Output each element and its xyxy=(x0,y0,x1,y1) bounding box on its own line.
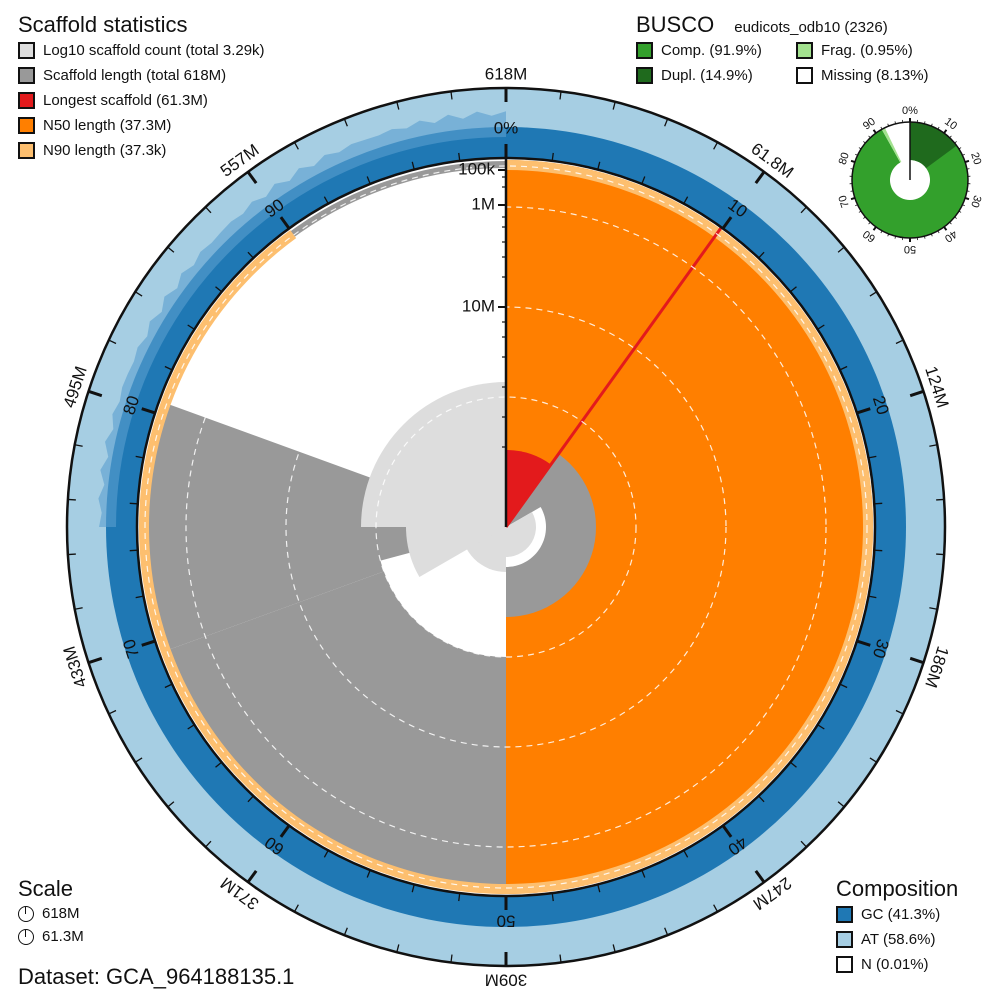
legend-item-fragmented: Frag. (0.95%) xyxy=(796,38,946,63)
swatch-icon xyxy=(18,67,35,84)
legend-item-missing: Missing (8.13%) xyxy=(796,63,946,88)
legend-item-longest-scaffold: Longest scaffold (61.3M) xyxy=(18,88,265,113)
dataset-label: Dataset: GCA_964188135.1 xyxy=(18,964,295,989)
composition-legend: Composition GC (41.3%) AT (58.6%) N (0.0… xyxy=(836,876,958,977)
scale-item-full: 618M xyxy=(18,902,84,925)
clock-icon xyxy=(18,905,34,922)
legend-label: N50 length (37.3M) xyxy=(43,116,172,134)
busco-ring-label: 10 xyxy=(942,116,959,133)
scale-title: Scale xyxy=(18,876,74,901)
scaffold-stats-legend: Scaffold statistics Log10 scaffold count… xyxy=(18,12,265,163)
busco-ring-label: 90 xyxy=(861,116,878,133)
scale-item-longest: 61.3M xyxy=(18,925,84,948)
radial-axis-label: 10M xyxy=(462,296,495,315)
percent-axis-label: 30 xyxy=(869,637,893,661)
radial-axis-label: 100k xyxy=(458,159,495,178)
swatch-icon xyxy=(796,67,813,84)
legend-item-n90: N90 length (37.3k) xyxy=(18,138,265,163)
legend-item-log10-count: Log10 scaffold count (total 3.29k) xyxy=(18,38,265,63)
busco-legend: BUSCO eudicots_odb10 (2326) Comp. (91.9%… xyxy=(636,12,946,88)
percent-axis-label: 50 xyxy=(497,912,516,931)
busco-ring-label: 70 xyxy=(837,194,852,209)
swatch-icon xyxy=(836,931,853,948)
legend-item-complete: Comp. (91.9%) xyxy=(636,38,796,63)
legend-label: GC (41.3%) xyxy=(861,905,941,923)
clock-icon xyxy=(18,928,34,945)
percent-axis-label: 20 xyxy=(869,393,893,417)
busco-ring-label: 0% xyxy=(902,105,918,117)
scale-legend: Scale 618M 61.3M xyxy=(18,876,84,948)
legend-item-n: N (0.01%) xyxy=(836,952,958,977)
swatch-icon xyxy=(18,117,35,134)
swatch-icon xyxy=(18,142,35,159)
swatch-icon xyxy=(636,67,653,84)
busco-ring-label: 50 xyxy=(904,243,916,255)
busco-ring-label: 60 xyxy=(861,227,878,244)
scale-label: 61.3M xyxy=(42,928,84,945)
legend-item-n50: N50 length (37.3M) xyxy=(18,113,265,138)
busco-ring-label: 20 xyxy=(968,151,983,166)
outer-axis-label: 618M xyxy=(485,64,528,83)
legend-item-gc: GC (41.3%) xyxy=(836,902,958,927)
legend-label: N (0.01%) xyxy=(861,955,929,973)
outer-axis-label: 309M xyxy=(485,971,528,990)
busco-ring-label: 80 xyxy=(837,151,852,166)
legend-label: Scaffold length (total 618M) xyxy=(43,66,227,84)
swatch-icon xyxy=(18,42,35,59)
legend-item-duplicated: Dupl. (14.9%) xyxy=(636,63,796,88)
scaffold-stats-title: Scaffold statistics xyxy=(18,12,188,37)
busco-ring-label: 40 xyxy=(942,227,959,244)
legend-label: Comp. (91.9%) xyxy=(661,41,762,59)
legend-label: N90 length (37.3k) xyxy=(43,141,167,159)
percent-axis-label: 70 xyxy=(119,637,143,661)
legend-item-scaffold-length: Scaffold length (total 618M) xyxy=(18,63,265,88)
swatch-icon xyxy=(836,956,853,973)
composition-title: Composition xyxy=(836,876,959,901)
swatch-icon xyxy=(836,906,853,923)
swatch-icon xyxy=(796,42,813,59)
percent-axis-label: 80 xyxy=(119,393,143,417)
percent-axis-label: 0% xyxy=(494,118,519,137)
legend-label: Longest scaffold (61.3M) xyxy=(43,91,208,109)
swatch-icon xyxy=(18,92,35,109)
busco-ring-label: 30 xyxy=(968,194,983,209)
radial-axis-label: 1M xyxy=(471,194,495,213)
legend-label: Log10 scaffold count (total 3.29k) xyxy=(43,41,265,59)
scale-label: 618M xyxy=(42,905,80,922)
legend-label: AT (58.6%) xyxy=(861,930,936,948)
swatch-icon xyxy=(636,42,653,59)
legend-label: Missing (8.13%) xyxy=(821,66,929,84)
legend-item-at: AT (58.6%) xyxy=(836,927,958,952)
legend-label: Frag. (0.95%) xyxy=(821,41,913,59)
busco-title: BUSCO xyxy=(636,12,715,37)
busco-lineage: eudicots_odb10 (2326) xyxy=(734,19,888,36)
legend-label: Dupl. (14.9%) xyxy=(661,66,753,84)
